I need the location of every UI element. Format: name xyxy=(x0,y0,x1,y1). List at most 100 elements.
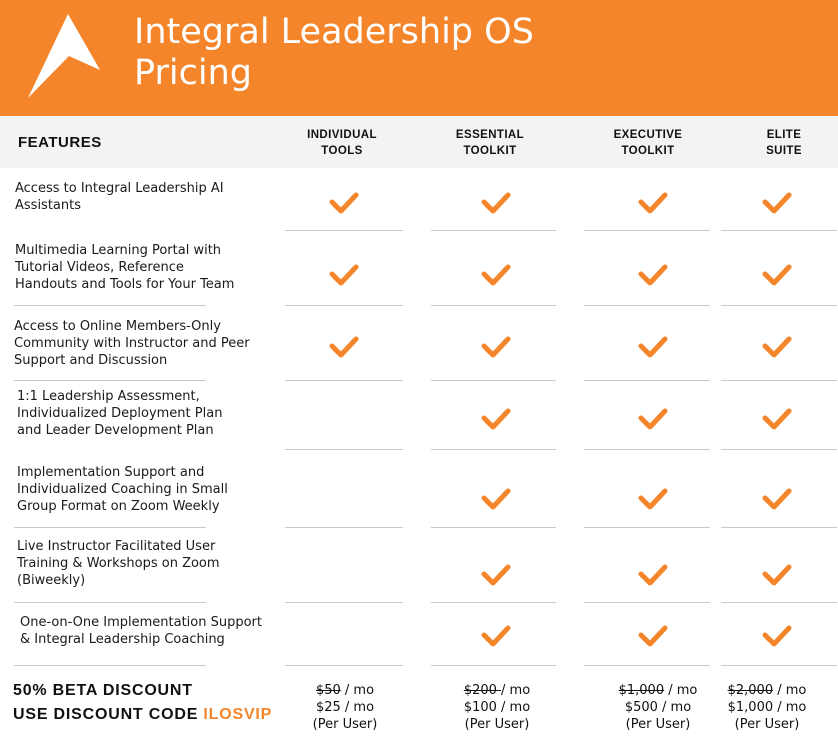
column-header-line: SUITE xyxy=(766,145,802,157)
price-new: $25 / mo xyxy=(315,700,375,715)
price-old-line: $200 / mo xyxy=(422,682,572,699)
column-header-line: EXECUTIVE xyxy=(613,129,683,141)
price-note: (Per User) xyxy=(464,717,530,732)
row-divider xyxy=(721,665,837,666)
checkmark-icon xyxy=(637,562,669,588)
row-divider xyxy=(285,305,403,306)
feature-label: Access to Integral Leadership AI Assista… xyxy=(15,181,224,213)
price-new: $100 / mo xyxy=(463,700,531,715)
row-divider xyxy=(431,305,556,306)
checkmark-icon xyxy=(761,262,793,288)
title-line-1: Integral Leadership OS xyxy=(134,12,534,52)
price-new: $1,000 / mo xyxy=(727,700,807,715)
checkmark-icon xyxy=(761,334,793,360)
checkmark-icon xyxy=(761,486,793,512)
feature-label: Access to Online Members-Only Community … xyxy=(14,319,250,368)
row-divider xyxy=(285,449,403,450)
checkmark-icon xyxy=(480,334,512,360)
discount-code-prefix: USE DISCOUNT CODE xyxy=(13,706,204,723)
checkmark-icon xyxy=(761,190,793,216)
price-individual-tools: $50 / mo $25 / mo (Per User) xyxy=(270,682,420,733)
row-divider xyxy=(721,449,837,450)
row-divider xyxy=(584,305,710,306)
row-divider xyxy=(14,527,206,528)
checkmark-icon xyxy=(480,262,512,288)
checkmark-icon xyxy=(328,190,360,216)
feature-label: Multimedia Learning Portal with Tutorial… xyxy=(15,243,235,292)
row-divider xyxy=(285,665,403,666)
row-divider xyxy=(431,602,556,603)
row-divider xyxy=(285,230,403,231)
price-old: $200 xyxy=(463,683,502,698)
column-header-line: ELITE xyxy=(766,129,802,141)
page-title: Integral Leadership OS Pricing xyxy=(134,12,534,94)
discount-code: ILOSVIP xyxy=(203,706,273,723)
price-note: (Per User) xyxy=(734,717,800,732)
checkmark-icon xyxy=(480,623,512,649)
feature-label: One-on-One Implementation Support & Inte… xyxy=(20,615,262,647)
table-header-row xyxy=(0,116,838,168)
checkmark-icon xyxy=(761,562,793,588)
row-divider xyxy=(14,305,206,306)
row-divider xyxy=(285,527,403,528)
checkmark-icon xyxy=(637,262,669,288)
row-divider xyxy=(584,449,710,450)
price-old-suffix: / mo xyxy=(773,683,807,698)
row-divider xyxy=(431,449,556,450)
row-divider xyxy=(14,602,206,603)
discount-code-line: USE DISCOUNT CODE ILOSVIP xyxy=(13,706,272,724)
checkmark-icon xyxy=(480,562,512,588)
checkmark-icon xyxy=(637,486,669,512)
row-divider xyxy=(584,527,710,528)
row-divider xyxy=(431,230,556,231)
checkmark-icon xyxy=(637,190,669,216)
row-divider xyxy=(431,380,556,381)
features-column-label: FEATURES xyxy=(18,134,102,151)
beta-discount-label: 50% BETA DISCOUNT xyxy=(13,682,193,699)
price-note: (Per User) xyxy=(625,717,691,732)
price-old-suffix: / mo xyxy=(340,683,375,698)
checkmark-icon xyxy=(637,406,669,432)
title-line-2: Pricing xyxy=(134,53,252,93)
row-divider xyxy=(584,230,710,231)
checkmark-icon xyxy=(480,406,512,432)
column-header-individual-tools: INDIVIDUAL TOOLS xyxy=(277,127,407,159)
price-old-line: $1,000 / mo xyxy=(583,682,733,699)
header-banner: Integral Leadership OS Pricing xyxy=(0,0,838,116)
checkmark-icon xyxy=(637,623,669,649)
row-divider xyxy=(285,602,403,603)
row-divider xyxy=(721,305,837,306)
row-divider xyxy=(721,380,837,381)
checkmark-icon xyxy=(328,262,360,288)
row-divider xyxy=(14,380,206,381)
price-executive-toolkit: $1,000 / mo $500 / mo (Per User) xyxy=(583,682,733,733)
column-header-elite-suite: ELITE SUITE xyxy=(719,127,838,159)
row-divider xyxy=(14,665,206,666)
checkmark-icon xyxy=(480,486,512,512)
price-old-suffix: / mo xyxy=(664,683,698,698)
row-divider xyxy=(431,527,556,528)
column-header-essential-toolkit: ESSENTIAL TOOLKIT xyxy=(425,127,555,159)
price-old-line: $50 / mo xyxy=(270,682,420,699)
row-divider xyxy=(584,602,710,603)
checkmark-icon xyxy=(761,623,793,649)
feature-label: Implementation Support and Individualize… xyxy=(17,465,228,514)
feature-label: Live Instructor Facilitated User Trainin… xyxy=(17,539,220,588)
column-header-line: TOOLS xyxy=(321,145,363,157)
row-divider xyxy=(584,380,710,381)
price-elite-suite: $2,000 / mo $1,000 / mo (Per User) xyxy=(692,682,838,733)
row-divider xyxy=(431,665,556,666)
price-old: $50 xyxy=(315,683,341,698)
row-divider xyxy=(721,527,837,528)
arrow-up-logo xyxy=(28,14,100,98)
row-divider xyxy=(285,380,403,381)
price-essential-toolkit: $200 / mo $100 / mo (Per User) xyxy=(422,682,572,733)
checkmark-icon xyxy=(637,334,669,360)
checkmark-icon xyxy=(761,406,793,432)
price-old-suffix: / mo xyxy=(501,683,531,698)
price-old: $2,000 xyxy=(727,683,774,698)
feature-label: 1:1 Leadership Assessment, Individualize… xyxy=(17,389,223,438)
column-header-line: TOOLKIT xyxy=(621,145,675,157)
checkmark-icon xyxy=(328,334,360,360)
row-divider xyxy=(721,602,837,603)
